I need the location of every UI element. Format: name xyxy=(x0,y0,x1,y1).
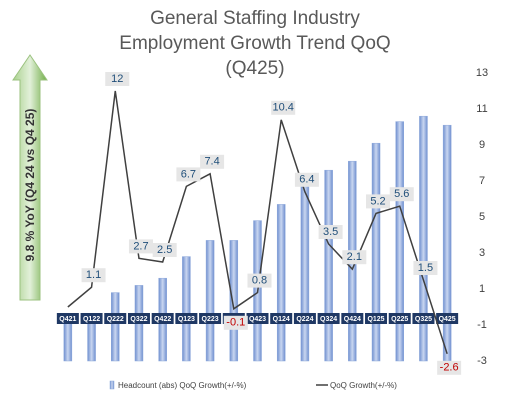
x-tick-box xyxy=(80,313,103,324)
y-tick-label: 5 xyxy=(479,211,485,223)
x-tick-label: Q224 xyxy=(296,316,313,323)
x-tick-label: Q225 xyxy=(391,316,408,323)
bar xyxy=(205,240,215,362)
x-tick-box xyxy=(270,313,293,324)
bar xyxy=(229,240,239,362)
x-tick-label: Q223 xyxy=(202,316,219,323)
x-tick-label: Q322 xyxy=(130,316,147,323)
data-label-box xyxy=(81,268,106,283)
data-label-box xyxy=(247,273,272,288)
legend-label: Headcount (abs) QoQ Growth(+/-%) xyxy=(118,381,247,390)
x-tick-box xyxy=(151,313,174,324)
x-tick-box xyxy=(56,313,79,324)
x-tick-label: Q125 xyxy=(367,316,384,323)
data-label-box xyxy=(294,172,319,187)
bar xyxy=(395,121,404,362)
x-tick-box xyxy=(388,313,411,324)
data-label-box xyxy=(413,261,438,275)
data-label: 3.5 xyxy=(323,226,338,238)
x-tick-box xyxy=(175,313,198,324)
y-tick-label: -3 xyxy=(477,355,487,367)
data-label: 0.8 xyxy=(252,275,267,287)
x-tick-label: Q424 xyxy=(344,316,361,323)
data-label: 1.1 xyxy=(86,269,101,281)
data-label-box xyxy=(152,243,177,257)
bar xyxy=(300,182,310,362)
bar xyxy=(111,292,120,362)
bar xyxy=(442,124,452,362)
x-tick-label: Q324 xyxy=(320,316,337,323)
data-label-box xyxy=(223,315,248,330)
data-label-box xyxy=(318,225,343,239)
y-tick-label: -1 xyxy=(477,319,487,331)
data-label-box xyxy=(271,100,296,115)
data-label: 2.1 xyxy=(347,251,362,263)
data-label: 5.6 xyxy=(394,188,409,200)
data-label-box xyxy=(342,250,367,265)
data-label: -2.6 xyxy=(440,362,459,374)
x-tick-label: Q425 xyxy=(439,316,456,323)
data-label: 5.2 xyxy=(370,195,385,207)
x-tick-box xyxy=(436,313,459,324)
y-tick-label: 11 xyxy=(476,103,487,115)
y-tick-label: 13 xyxy=(476,67,488,79)
data-label: -0.1 xyxy=(226,317,245,329)
data-label: 7.4 xyxy=(204,156,219,168)
data-label-box xyxy=(437,360,462,375)
x-tick-label: Q421 xyxy=(59,316,76,323)
data-label-box xyxy=(389,187,414,202)
bar xyxy=(63,317,73,362)
data-label: 1.5 xyxy=(418,262,433,274)
x-tick-label: Q422 xyxy=(154,316,171,323)
x-tick-label: Q124 xyxy=(273,316,290,323)
x-tick-box xyxy=(317,313,340,324)
x-tick-box xyxy=(127,313,150,324)
x-tick-label: Q222 xyxy=(107,316,124,323)
bar xyxy=(276,204,286,362)
bar xyxy=(419,115,428,362)
x-tick-label: Q123 xyxy=(178,316,195,323)
y-tick-label: 3 xyxy=(479,247,485,259)
data-label: 12 xyxy=(111,73,123,85)
data-label-box xyxy=(366,194,391,209)
line xyxy=(67,90,448,355)
legend-label: QoQ Growth(+/-%) xyxy=(330,381,397,390)
x-tick-box xyxy=(341,313,364,324)
data-label: 2.5 xyxy=(157,244,172,256)
bar xyxy=(371,142,381,362)
data-label: 10.4 xyxy=(272,102,293,114)
x-tick-box xyxy=(412,313,435,324)
yoy-annotation: 9.8 % YoY (Q4 24 vs Q4 25) xyxy=(23,109,37,262)
x-tick-box xyxy=(365,313,388,324)
x-tick-box xyxy=(199,313,222,324)
data-label: 2.7 xyxy=(133,240,148,252)
data-label-box xyxy=(128,239,153,254)
bar xyxy=(182,256,191,362)
chart-title: General Staffing Industry Employment Gro… xyxy=(119,8,391,79)
y-tick-label: 7 xyxy=(479,175,485,187)
x-tick-box xyxy=(246,313,269,324)
y-tick-label: 9 xyxy=(479,139,485,151)
data-label-box xyxy=(176,167,201,182)
x-tick-label: Q325 xyxy=(415,316,432,323)
legend-swatch xyxy=(109,380,115,390)
yoy-arrow xyxy=(12,54,48,301)
data-label: 6.4 xyxy=(299,174,314,186)
y-tick-label: 1 xyxy=(479,283,485,295)
bar xyxy=(324,169,333,362)
x-tick-label: Q122 xyxy=(83,316,100,323)
data-label: 6.7 xyxy=(181,168,196,180)
data-label-box xyxy=(105,72,130,86)
x-tick-label: Q423 xyxy=(249,316,266,323)
x-tick-box xyxy=(293,313,316,324)
x-tick-box xyxy=(104,313,127,324)
data-label-box xyxy=(200,154,225,169)
